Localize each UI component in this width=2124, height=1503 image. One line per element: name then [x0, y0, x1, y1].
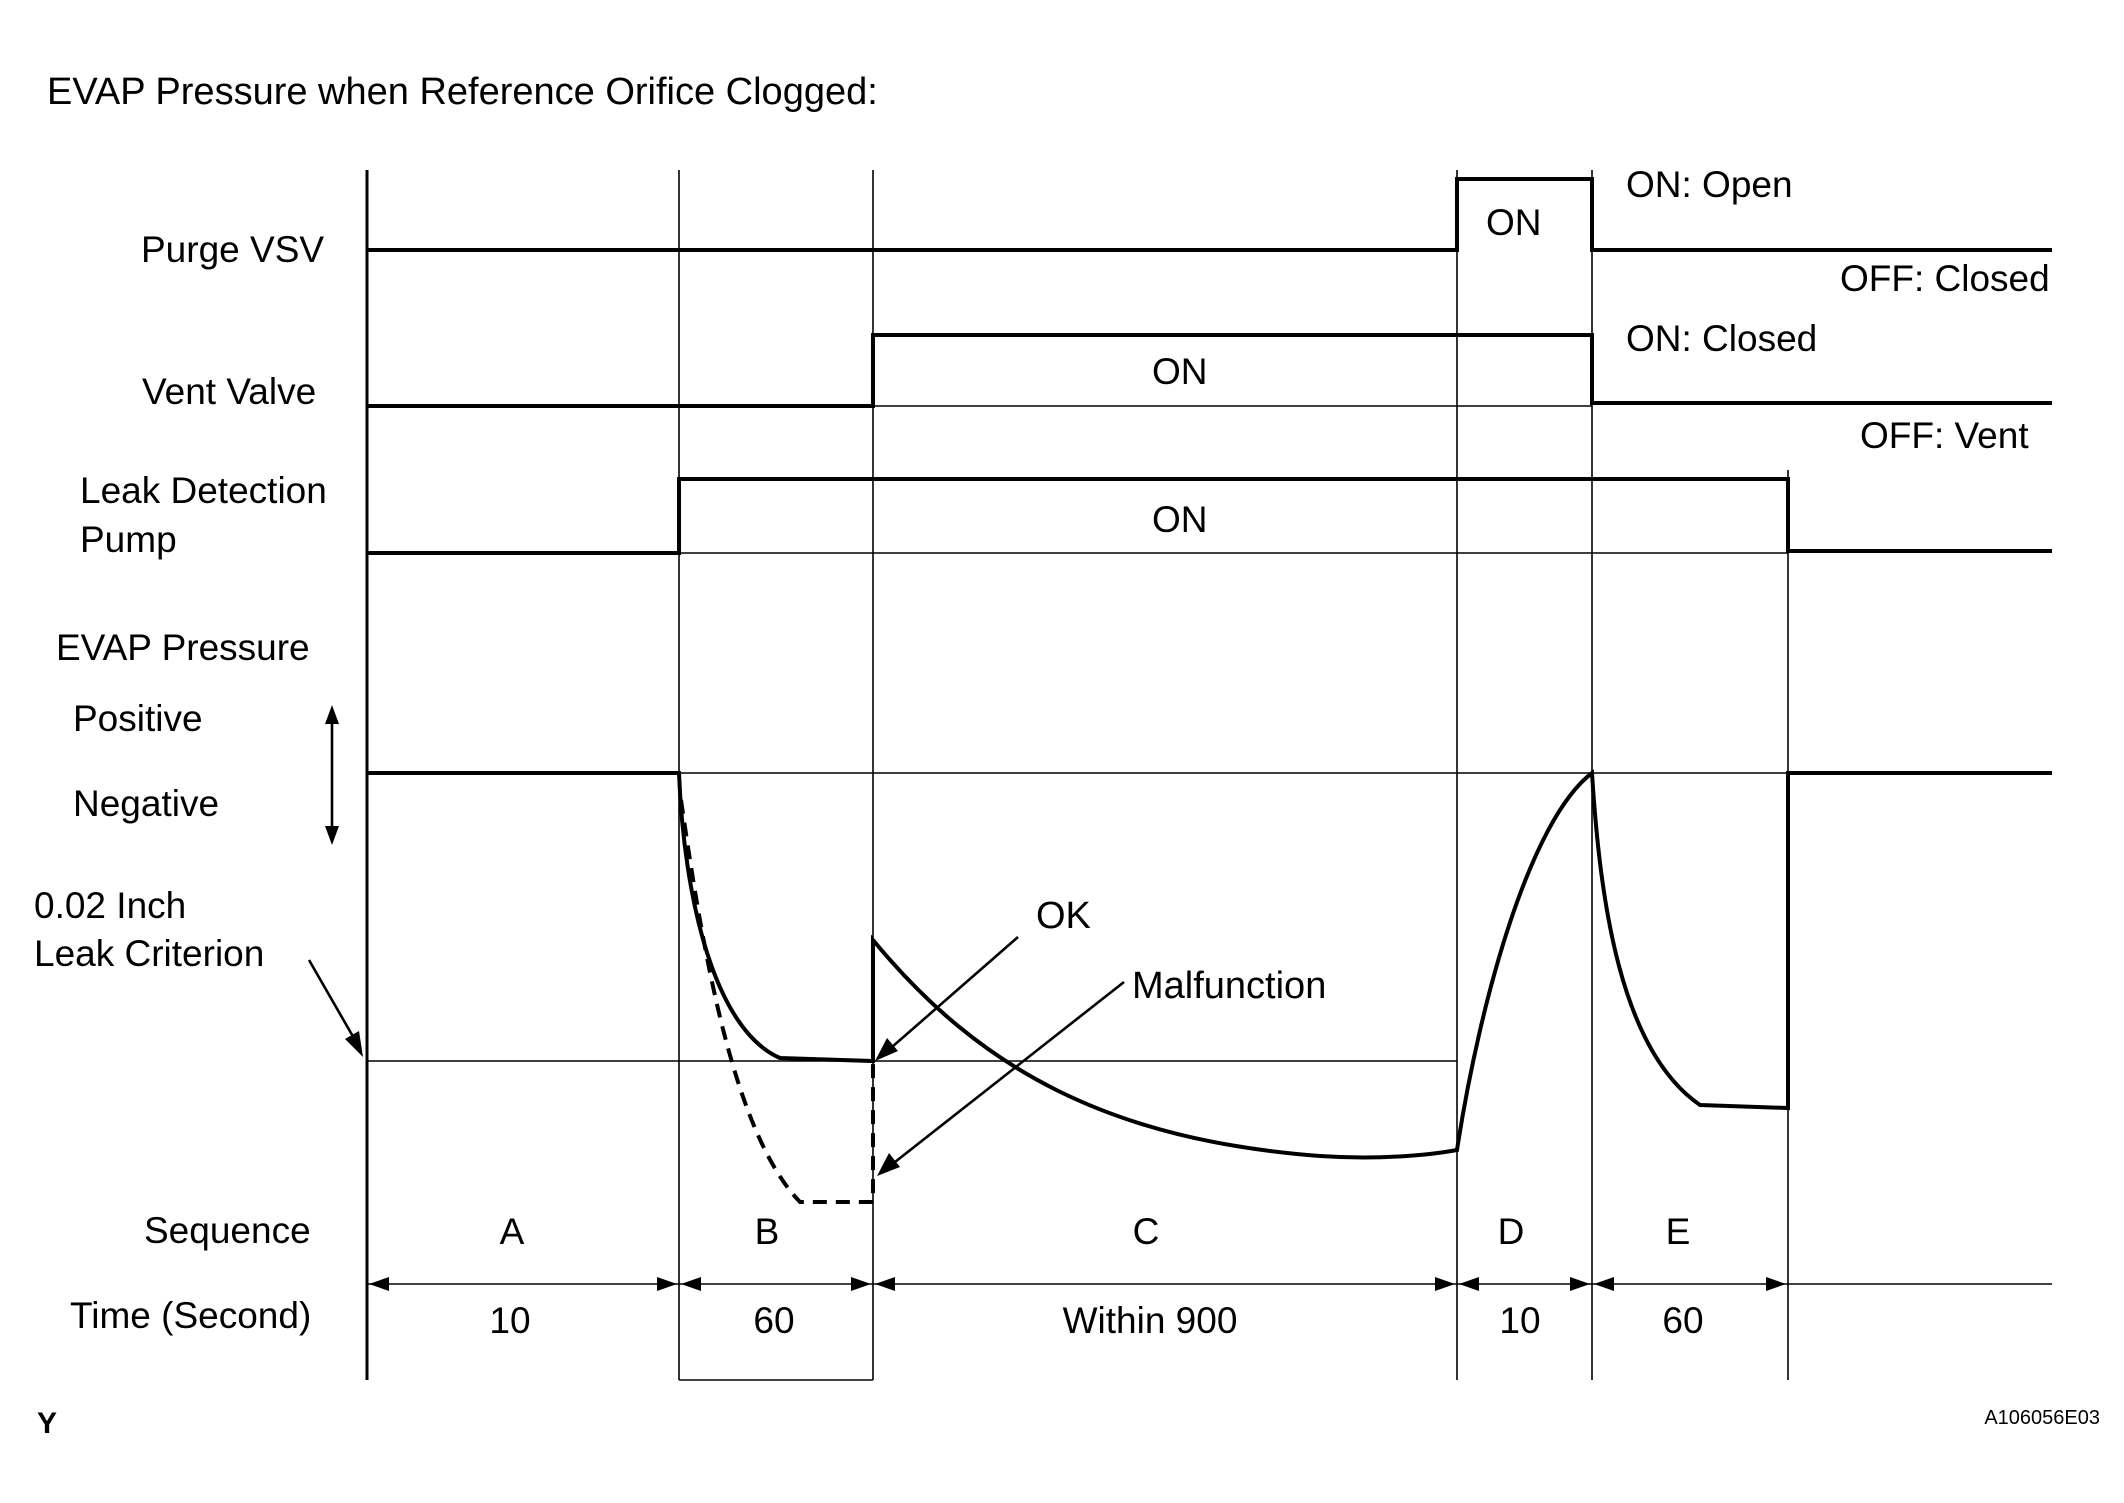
criterion-label-2: Leak Criterion	[34, 933, 264, 974]
purge-vsv-row: Purge VSV ON ON: Open OFF: Closed	[141, 164, 2052, 299]
ok-label: OK	[1036, 895, 1091, 937]
negative-label: Negative	[73, 783, 219, 824]
vent-off-desc: OFF: Vent	[1860, 415, 2029, 456]
corner-mark: Y	[37, 1407, 57, 1440]
phase-boundaries	[678, 170, 1789, 1381]
sequence-a: A	[500, 1211, 525, 1252]
vent-on-label: ON	[1152, 351, 1208, 392]
positive-label: Positive	[73, 698, 203, 739]
vent-valve-signal	[367, 333, 2052, 408]
malfunction-curve	[679, 799, 875, 1204]
time-d: 10	[1499, 1300, 1540, 1341]
purge-vsv-label: Purge VSV	[141, 229, 324, 270]
sequence-c: C	[1133, 1211, 1160, 1252]
ok-arrow	[875, 936, 1019, 1061]
time-c: Within 900	[1063, 1300, 1238, 1341]
malfunction-label: Malfunction	[1132, 965, 1326, 1007]
vent-valve-row: Vent Valve ON ON: Closed OFF: Vent	[142, 318, 2052, 456]
time-dimension-arrowheads	[369, 1277, 1786, 1291]
figure-code: A106056E03	[1984, 1407, 2100, 1429]
purge-off-desc: OFF: Closed	[1840, 258, 2050, 299]
sequence-b: B	[755, 1211, 780, 1252]
time-a: 10	[489, 1300, 530, 1341]
sequence-e: E	[1666, 1211, 1691, 1252]
evap-pressure-label: EVAP Pressure	[56, 627, 310, 668]
vent-valve-label: Vent Valve	[142, 371, 316, 412]
time-e: 60	[1662, 1300, 1703, 1341]
sequence-d: D	[1498, 1211, 1525, 1252]
purge-vsv-signal	[367, 177, 2052, 252]
vent-on-desc: ON: Closed	[1626, 318, 1817, 359]
time-label: Time (Second)	[70, 1295, 311, 1336]
diagram-title: EVAP Pressure when Reference Orifice Clo…	[47, 71, 878, 113]
leak-pump-signal	[367, 477, 2052, 555]
evap-pressure-curve	[367, 769, 2052, 1160]
pump-on-label: ON	[1152, 499, 1208, 540]
leak-pump-row: Leak Detection Pump ON	[80, 470, 2052, 560]
malfunction-arrow	[877, 980, 1125, 1176]
evap-pressure-row: EVAP Pressure Positive Negative 0.02 Inc…	[34, 627, 2052, 1204]
purge-on-label: ON	[1486, 202, 1542, 243]
criterion-label-1: 0.02 Inch	[34, 885, 186, 926]
sequence-label: Sequence	[144, 1210, 311, 1251]
criterion-arrow	[307, 959, 363, 1057]
time-b: 60	[753, 1300, 794, 1341]
pressure-direction-arrow	[325, 705, 339, 845]
time-row: Time (Second) 10 60 Within 900 10 60	[70, 1277, 2052, 1341]
leak-pump-label-1: Leak Detection	[80, 470, 327, 511]
leak-pump-label-2: Pump	[80, 519, 177, 560]
sequence-row: Sequence A B C D E	[144, 1210, 1690, 1252]
purge-on-desc: ON: Open	[1626, 164, 1793, 205]
